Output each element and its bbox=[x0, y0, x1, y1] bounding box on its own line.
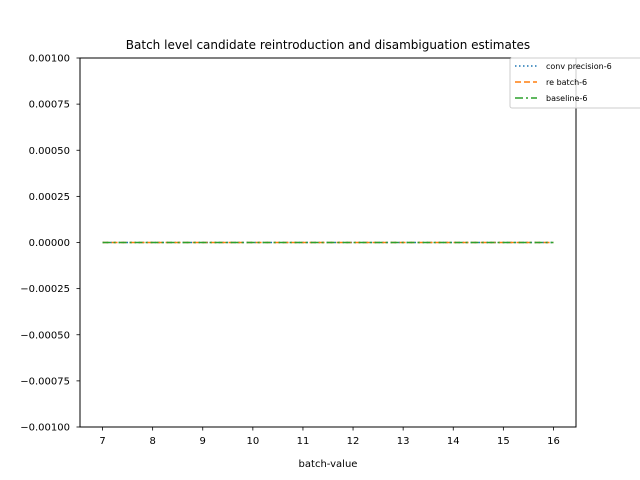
x-tick-label: 9 bbox=[200, 436, 206, 447]
y-tick-label: 0.00025 bbox=[29, 192, 70, 203]
legend-label: re batch-6 bbox=[546, 78, 587, 87]
x-tick-label: 15 bbox=[497, 436, 510, 447]
x-axis-ticks: 7 8 9 10 11 12 13 14 15 16 bbox=[99, 427, 560, 447]
y-tick-label: 0.00075 bbox=[29, 100, 70, 111]
x-tick-label: 10 bbox=[246, 436, 259, 447]
x-tick-label: 16 bbox=[547, 436, 560, 447]
chart-title: Batch level candidate reintroduction and… bbox=[126, 38, 530, 52]
y-tick-label: −0.00050 bbox=[20, 330, 70, 341]
y-tick-label: 0.00000 bbox=[29, 238, 70, 249]
legend-label: conv precision-6 bbox=[546, 62, 612, 71]
x-tick-label: 7 bbox=[99, 436, 105, 447]
legend: conv precision-6 re batch-6 baseline-6 bbox=[509, 57, 640, 109]
x-tick-label: 8 bbox=[149, 436, 155, 447]
legend-label: baseline-6 bbox=[546, 94, 587, 103]
y-tick-label: 0.00100 bbox=[29, 54, 70, 65]
x-axis-label: batch-value bbox=[299, 459, 358, 470]
y-tick-label: −0.00075 bbox=[20, 376, 70, 387]
y-tick-label: −0.00100 bbox=[20, 423, 70, 434]
y-tick-label: 0.00050 bbox=[29, 146, 70, 157]
x-tick-label: 12 bbox=[347, 436, 360, 447]
x-tick-label: 14 bbox=[447, 436, 460, 447]
y-tick-label: −0.00025 bbox=[20, 284, 70, 295]
x-tick-label: 11 bbox=[297, 436, 310, 447]
x-tick-label: 13 bbox=[397, 436, 410, 447]
legend-frame bbox=[509, 57, 640, 109]
y-axis-ticks: −0.00100 −0.00075 −0.00050 −0.00025 0.00000 0… bbox=[20, 54, 80, 434]
